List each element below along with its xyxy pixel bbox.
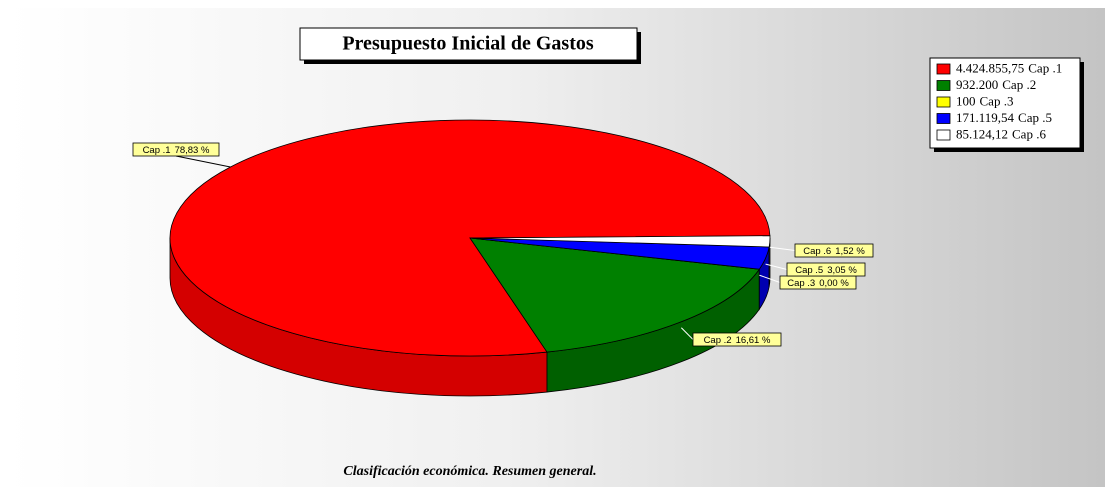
label-category: Cap .3 xyxy=(787,278,815,289)
label-category: Cap .5 xyxy=(795,265,823,276)
leader-line xyxy=(175,155,231,168)
label-category: Cap .6 xyxy=(803,246,831,257)
footer: Clasificación económica. Resumen general… xyxy=(343,464,596,479)
title-box xyxy=(299,27,638,61)
label-box xyxy=(794,243,874,258)
label-box xyxy=(132,142,220,157)
legend-value: 100 xyxy=(956,93,976,108)
legend-label: 100 Cap .3 xyxy=(956,93,1013,108)
label-percent: 1,52 % xyxy=(835,246,865,257)
data-labels: Cap .1 78,83 %Cap .2 16,61 %Cap .3 0,00 %Ca… xyxy=(132,142,874,347)
label-category: Cap .1 xyxy=(143,145,171,156)
legend: 4.424.855,75 Cap .1 932.200 Cap .2 100 Cap .3… xyxy=(936,60,1062,141)
data-label: Cap .1 78,83 % xyxy=(143,145,210,156)
data-label: Cap .2 16,61 % xyxy=(704,335,771,346)
legend-swatch xyxy=(936,129,951,141)
slice xyxy=(469,237,761,353)
data-label: Cap .3 0,00 % xyxy=(787,278,849,289)
legend-label: 85.124,12 Cap .6 xyxy=(956,126,1046,141)
legend-category: Cap .3 xyxy=(980,93,1014,108)
legend-category: Cap .2 xyxy=(1002,77,1036,92)
legend-swatch xyxy=(936,96,951,108)
legend-category: Cap .1 xyxy=(1028,60,1062,75)
chart-title: Presupuesto Inicial de Gastos xyxy=(342,33,594,55)
label-percent: 0,00 % xyxy=(819,278,849,289)
legend-value: 4.424.855,75 xyxy=(956,60,1024,75)
legend-label: 932.200 Cap .2 xyxy=(956,77,1036,92)
legend-swatch xyxy=(936,63,951,75)
leader-line xyxy=(759,274,781,283)
legend-category: Cap .5 xyxy=(1018,110,1052,125)
data-label: Cap .5 3,05 % xyxy=(795,265,857,276)
legend-value: 171.119,54 xyxy=(956,110,1015,125)
label-percent: 16,61 % xyxy=(736,335,771,346)
label-percent: 3,05 % xyxy=(827,265,857,276)
legend-value: 85.124,12 xyxy=(956,126,1008,141)
label-box xyxy=(786,262,866,277)
legend-label: 4.424.855,75 Cap .1 xyxy=(956,60,1062,75)
legend-swatch xyxy=(936,113,951,124)
legend-swatch xyxy=(936,80,951,91)
pie xyxy=(169,119,771,397)
leader-line xyxy=(765,263,788,270)
legend-value: 932.200 xyxy=(956,77,998,92)
data-label: Cap .6 1,52 % xyxy=(803,246,865,257)
label-percent: 78,83 % xyxy=(175,145,210,156)
legend-box xyxy=(929,57,1081,149)
leader-line xyxy=(680,327,694,340)
slice xyxy=(469,235,771,248)
label-box xyxy=(692,332,782,347)
legend-label: 171.119,54 Cap .5 xyxy=(956,110,1052,125)
label-category: Cap .2 xyxy=(704,335,732,346)
leader-line xyxy=(769,246,796,251)
legend-category: Cap .6 xyxy=(1012,126,1046,141)
